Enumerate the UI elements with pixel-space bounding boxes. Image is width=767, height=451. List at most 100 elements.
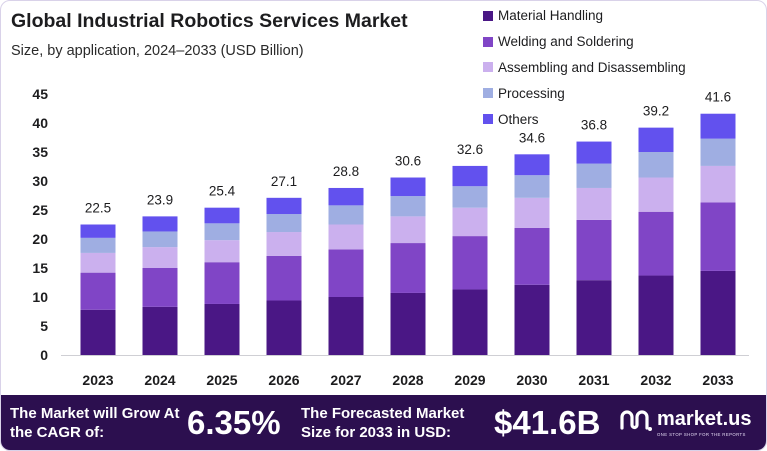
chart-legend: Material Handling Welding and Soldering … <box>483 3 686 132</box>
bar-total-label: 28.8 <box>333 164 359 179</box>
x-tick-label: 2029 <box>454 372 485 388</box>
bar-total-label: 25.4 <box>209 184 236 199</box>
brand-tagline: ONE STOP SHOP FOR THE REPORTS <box>657 432 746 437</box>
chart-title: Global Industrial Robotics Services Mark… <box>11 10 408 32</box>
x-tick-label: 2033 <box>702 372 733 388</box>
bar-segment <box>142 247 178 268</box>
bar-segment <box>514 175 550 198</box>
x-tick-label: 2023 <box>82 372 113 388</box>
x-tick-label: 2028 <box>392 372 423 388</box>
bar-total-label: 39.2 <box>643 104 669 119</box>
bar-segment <box>328 297 364 355</box>
bar-total-label: 34.6 <box>519 130 545 145</box>
bar-segment <box>514 227 550 285</box>
bar-segment <box>204 303 240 355</box>
chart-subtitle: Size, by application, 2024–2033 (USD Bil… <box>11 43 304 59</box>
bar-segment <box>390 216 426 244</box>
legend-label: Welding and Soldering <box>498 34 634 50</box>
summary-footer: The Market will Grow At the CAGR of: 6.3… <box>1 395 766 450</box>
bar-segment <box>80 224 116 238</box>
bar-total-label: 32.6 <box>457 142 483 157</box>
bar-segment <box>142 216 178 232</box>
bar-segment <box>80 272 116 310</box>
x-tick-label: 2032 <box>640 372 671 388</box>
bar-segment <box>638 127 674 152</box>
y-tick-label: 45 <box>32 86 48 102</box>
bar-segment <box>266 197 302 215</box>
legend-swatch <box>483 62 493 73</box>
x-tick-label: 2030 <box>516 372 547 388</box>
bar-total-label: 22.5 <box>85 201 111 216</box>
bar-segment <box>390 292 426 355</box>
bar-chart: 0 5 10 15 2025 30 35 40 45 22.5 2023 23.9 2024 25.4 20… <box>32 86 749 388</box>
y-tick-label: 35 <box>32 144 48 160</box>
bar-segment <box>80 237 116 253</box>
legend-label: Others <box>498 111 539 127</box>
bar-segment <box>390 196 426 217</box>
bar-segment <box>204 207 240 224</box>
bar-total-label: 23.9 <box>147 192 173 207</box>
bar-segment <box>576 163 612 188</box>
x-tick-label: 2024 <box>144 372 175 388</box>
bar-total-label: 41.6 <box>705 90 731 105</box>
y-tick-label: 5 <box>40 318 48 334</box>
y-tick-label: 30 <box>32 173 48 189</box>
y-tick-label: 25 <box>32 202 48 218</box>
x-tick-label: 2031 <box>578 372 609 388</box>
legend-item-processing: Processing <box>483 80 686 106</box>
bar-segment <box>266 232 302 256</box>
bar-segment <box>700 270 736 355</box>
bar-segment <box>452 289 488 355</box>
bar-segment <box>204 240 240 263</box>
legend-swatch <box>483 10 493 21</box>
legend-item-others: Others <box>483 106 686 132</box>
bar-total-label: 27.1 <box>271 174 297 189</box>
x-tick-label: 2027 <box>330 372 361 388</box>
legend-label: Assembling and Disassembling <box>498 59 686 75</box>
bar-segment <box>576 187 612 220</box>
legend-item-material-handling: Material Handling <box>483 3 686 29</box>
y-tick-label: 10 <box>32 289 48 305</box>
bar-segment <box>514 284 550 355</box>
bar-segment <box>390 243 426 293</box>
bar-segment <box>700 113 736 139</box>
bar-segment <box>204 223 240 241</box>
bar-segment <box>328 187 364 206</box>
bar-segment <box>638 152 674 178</box>
bar-segment <box>142 231 178 248</box>
bar-segment <box>576 141 612 164</box>
bar-segment <box>638 211 674 276</box>
bar-segment <box>266 300 302 355</box>
brand-logo: market.us ONE STOP SHOP FOR THE REPORTS <box>619 407 764 443</box>
bar-segment <box>328 205 364 225</box>
forecast-size-value: $41.6B <box>494 404 601 441</box>
bar-segment <box>576 280 612 355</box>
cagr-value: 6.35% <box>187 404 281 441</box>
legend-swatch <box>483 88 493 99</box>
legend-item-welding-and-soldering: Welding and Soldering <box>483 29 686 55</box>
brand-name: market.us <box>657 408 752 430</box>
bar-segment <box>638 275 674 355</box>
market-us-logo-icon <box>620 410 652 431</box>
bar-total-label: 36.8 <box>581 118 607 133</box>
legend-swatch <box>483 114 493 125</box>
bar-segment <box>452 165 488 187</box>
bar-segment <box>700 202 736 271</box>
bar-segment <box>328 249 364 297</box>
bar-segment <box>700 165 736 203</box>
bar-segment <box>452 207 488 237</box>
x-tick-label: 2025 <box>206 372 237 388</box>
y-tick-label: 15 <box>32 260 48 276</box>
bar-segment <box>204 262 240 304</box>
y-tick-label: 0 <box>40 347 48 363</box>
bar-segment <box>390 177 426 197</box>
legend-label: Processing <box>498 85 565 101</box>
bar-segment <box>142 268 178 307</box>
legend-label: Material Handling <box>498 8 604 24</box>
bar-segment <box>638 177 674 212</box>
bar-segment <box>700 138 736 166</box>
bar-segment <box>576 219 612 281</box>
y-tick-label: 40 <box>32 115 48 131</box>
cagr-label: The Market will Grow At the CAGR of: <box>10 405 180 441</box>
